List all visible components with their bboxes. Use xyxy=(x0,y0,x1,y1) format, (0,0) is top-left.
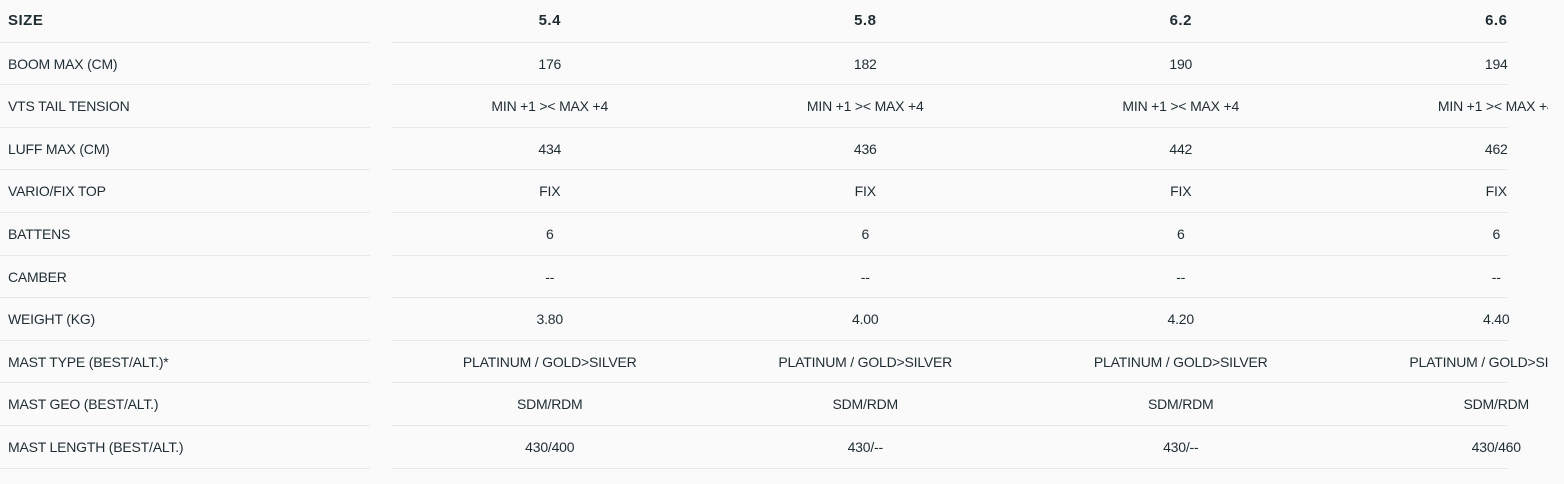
table-cell: 430/-- xyxy=(1163,439,1199,455)
row-label: BOOM MAX (CM) xyxy=(8,55,118,72)
row-label: CAMBER xyxy=(8,268,67,285)
row-divider xyxy=(392,382,1508,384)
table-row: BATTENS 6 6 6 6 xyxy=(0,213,1548,256)
row-label: LUFF MAX (CM) xyxy=(8,140,110,157)
row-label: BATTENS xyxy=(8,226,71,242)
row-label: VTS TAIL TENSION xyxy=(8,98,130,115)
size-header: 5.8 xyxy=(854,12,877,29)
row-divider xyxy=(392,126,1508,128)
row-divider xyxy=(392,297,1508,299)
table-cell: 6 xyxy=(861,226,870,242)
table-cell: 430/460 xyxy=(1471,439,1521,455)
row-divider xyxy=(0,297,370,299)
table-cell: SDM/RDM xyxy=(1463,396,1530,413)
row-divider xyxy=(0,382,370,384)
table-cell: PLATINUM / GOLD>SILVER xyxy=(462,353,637,370)
header-label: SIZE xyxy=(8,12,44,29)
table-cell: 4.40 xyxy=(1483,311,1510,328)
table-row: CAMBER -- -- -- -- xyxy=(0,256,1548,299)
table-row: MAST TYPE (BEST/ALT.)* PLATINUM / GOLD>SI… xyxy=(0,341,1548,384)
row-divider xyxy=(0,169,370,171)
table-cell: 6 xyxy=(1492,226,1501,242)
row-divider xyxy=(0,211,370,213)
row-divider xyxy=(0,467,370,469)
row-divider xyxy=(392,467,1508,469)
size-header: 6.6 xyxy=(1485,12,1508,29)
table-cell: MIN +1 >< MAX +4 xyxy=(806,98,924,115)
table-cell: PLATINUM / GOLD>SILVER xyxy=(778,353,953,370)
table-cell: PLATINUM / GOLD>SILVER xyxy=(1409,353,1548,370)
table-cell: MIN +1 >< MAX +4 xyxy=(1437,98,1548,115)
table-row: BOOM MAX (CM) 176 182 190 194 xyxy=(0,43,1548,86)
table-cell: FIX xyxy=(1485,183,1507,200)
table-cell: -- xyxy=(1176,268,1186,285)
row-divider xyxy=(0,126,370,128)
table-row: WEIGHT (KG) 3.80 4.00 4.20 4.40 xyxy=(0,298,1548,341)
table-cell: 176 xyxy=(538,55,562,72)
row-divider xyxy=(392,41,1508,43)
size-header: 5.4 xyxy=(538,12,561,29)
row-divider xyxy=(0,339,370,341)
table-cell: 430/400 xyxy=(525,439,575,455)
table-row: VARIO/FIX TOP FIX FIX FIX FIX xyxy=(0,170,1548,213)
table-cell: 6 xyxy=(545,226,554,242)
table-row: MAST GEO (BEST/ALT.) SDM/RDM SDM/RDM SDM/RD… xyxy=(0,383,1548,426)
table-row: VTS TAIL TENSION MIN +1 >< MAX +4 MIN +1 >… xyxy=(0,85,1548,128)
row-label: MAST GEO (BEST/ALT.) xyxy=(8,396,159,413)
table-cell: 4.00 xyxy=(852,311,879,328)
table-cell: 430/-- xyxy=(847,439,884,455)
row-divider xyxy=(392,84,1508,86)
row-divider xyxy=(392,254,1508,256)
table-cell: MIN +1 >< MAX +4 xyxy=(491,98,609,115)
table-cell: FIX xyxy=(539,183,561,200)
table-cell: FIX xyxy=(1170,183,1192,200)
table-cell: MIN +1 >< MAX +4 xyxy=(1122,98,1240,115)
table-cell: 182 xyxy=(853,55,877,72)
row-label: WEIGHT (KG) xyxy=(8,311,95,328)
table-cell: 190 xyxy=(1169,55,1193,72)
row-divider xyxy=(392,211,1508,213)
table-cell: 3.80 xyxy=(536,311,564,328)
table-row: LUFF MAX (CM) 434 436 442 462 xyxy=(0,128,1548,171)
table-cell: SDM/RDM xyxy=(832,396,899,413)
table-cell: -- xyxy=(545,268,555,285)
row-label: MAST LENGTH (BEST/ALT.) xyxy=(8,439,184,455)
row-divider xyxy=(392,424,1508,426)
row-label: MAST TYPE (BEST/ALT.)* xyxy=(8,353,169,370)
table-header-row: SIZE 5.4 5.8 6.2 6.6 xyxy=(0,0,1548,43)
table-cell: FIX xyxy=(854,183,876,200)
table-cell: 434 xyxy=(538,140,562,157)
size-header: 6.2 xyxy=(1169,12,1192,29)
row-divider xyxy=(0,84,370,86)
row-divider xyxy=(392,339,1508,341)
table-cell: 6 xyxy=(1176,226,1185,242)
table-cell: 436 xyxy=(853,140,877,157)
row-label: VARIO/FIX TOP xyxy=(8,183,106,200)
row-divider xyxy=(0,424,370,426)
table-cell: 462 xyxy=(1484,140,1508,157)
table-row: MAST LENGTH (BEST/ALT.) 430/400 430/-- 430/… xyxy=(0,426,1548,469)
row-divider xyxy=(392,169,1508,171)
table-cell: 4.20 xyxy=(1167,311,1195,328)
table-cell: -- xyxy=(860,268,870,285)
row-divider xyxy=(0,41,370,43)
table-cell: -- xyxy=(1491,268,1501,285)
table-cell: 442 xyxy=(1169,140,1193,157)
table-cell: 194 xyxy=(1484,55,1508,72)
table-cell: SDM/RDM xyxy=(517,396,583,413)
table-cell: SDM/RDM xyxy=(1148,396,1214,413)
row-divider xyxy=(0,254,370,256)
table-cell: PLATINUM / GOLD>SILVER xyxy=(1093,353,1268,370)
